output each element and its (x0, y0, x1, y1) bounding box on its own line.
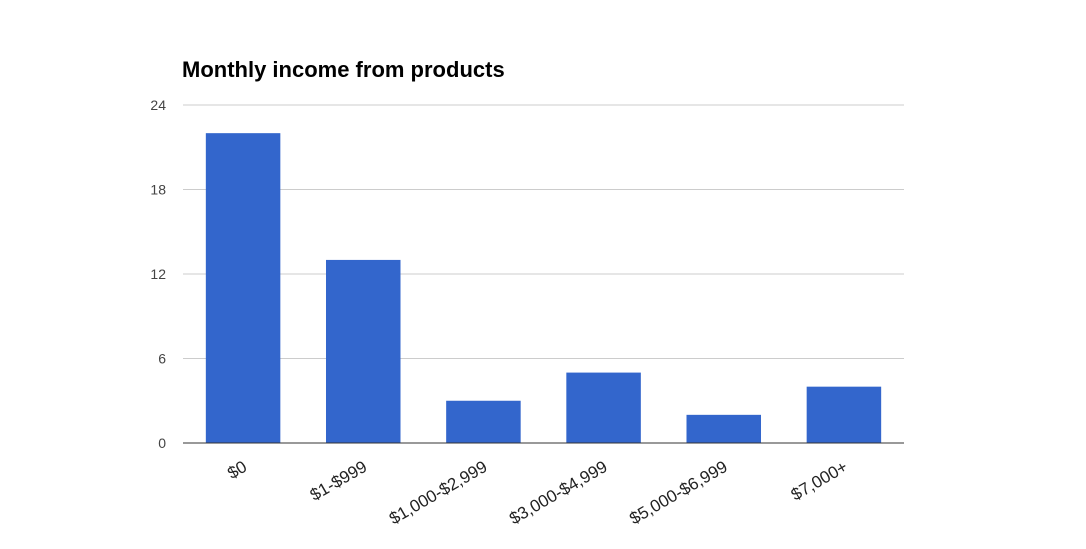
x-tick-label: $0 (224, 457, 250, 483)
y-axis-tick-labels: 0 6 12 18 24 (150, 97, 166, 451)
x-tick-label: $1,000-$2,999 (386, 457, 490, 528)
y-tick-label: 6 (158, 351, 166, 367)
bar (325, 259, 401, 443)
x-tick-label: $5,000-$6,999 (626, 457, 730, 528)
bar (806, 386, 882, 443)
x-axis-tick-labels: $0 $1-$999 $1,000-$2,999 $3,000-$4,999 $5,00… (224, 457, 851, 528)
bars (205, 133, 882, 443)
bar (566, 372, 641, 443)
y-tick-label: 18 (150, 182, 166, 198)
bar (446, 400, 521, 443)
x-tick-label: $3,000-$4,999 (506, 457, 610, 528)
x-tick-label: $7,000+ (788, 457, 851, 504)
chart-title: Monthly income from products (182, 57, 505, 82)
bar (205, 133, 281, 443)
bar (686, 414, 762, 443)
y-tick-label: 24 (150, 97, 166, 113)
y-tick-label: 0 (158, 435, 166, 451)
gridlines (183, 104, 904, 359)
y-tick-label: 12 (150, 266, 166, 282)
x-tick-label: $1-$999 (307, 457, 371, 505)
